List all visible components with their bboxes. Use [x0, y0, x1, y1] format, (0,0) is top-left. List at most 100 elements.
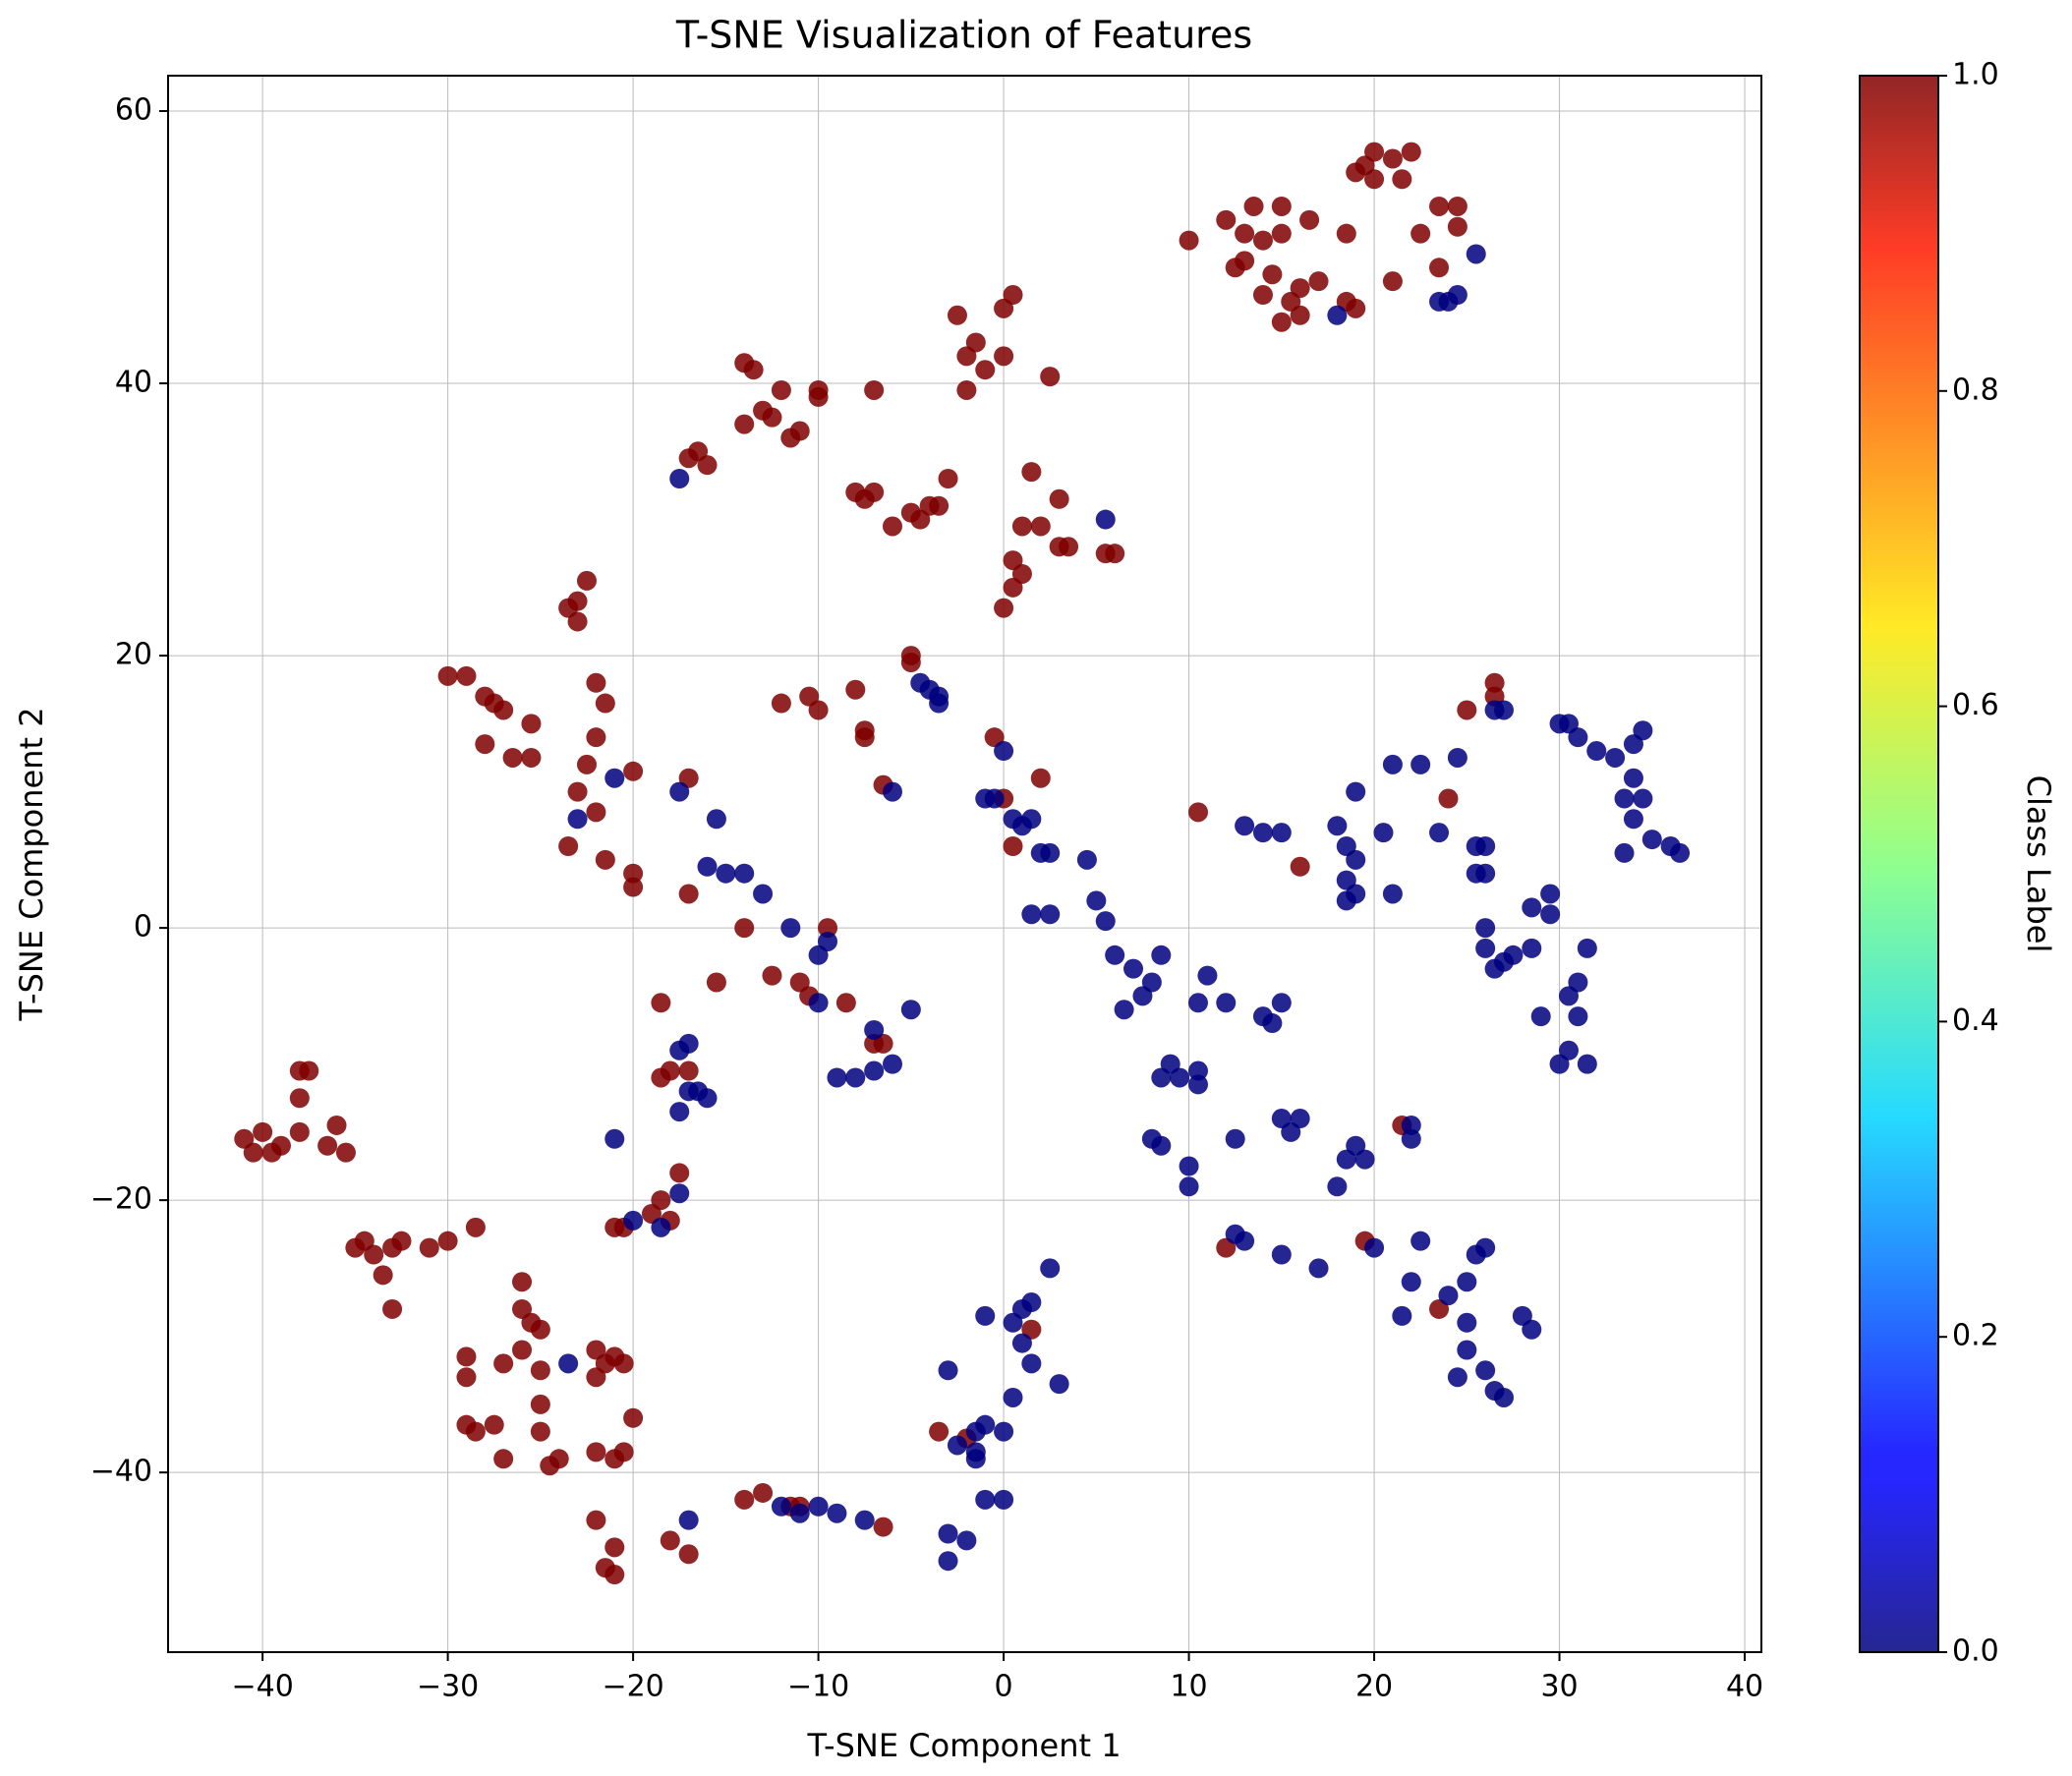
point	[864, 1019, 885, 1040]
point	[1410, 1231, 1431, 1251]
point	[864, 379, 885, 400]
point	[1401, 142, 1421, 162]
point	[900, 1000, 921, 1020]
point	[1623, 809, 1643, 830]
point	[512, 1340, 533, 1360]
point	[382, 1298, 403, 1319]
point	[1170, 1067, 1190, 1088]
point	[1401, 1272, 1421, 1292]
point	[1475, 938, 1496, 958]
x-tick-label: 10	[1170, 1670, 1207, 1704]
point	[1568, 1006, 1588, 1027]
x-tick-label: −30	[417, 1670, 479, 1704]
point	[1401, 1128, 1421, 1149]
point	[1235, 223, 1255, 244]
colorbar-tick-label: 0.2	[1952, 1319, 1999, 1353]
point	[595, 693, 615, 714]
point	[734, 414, 755, 434]
point	[1410, 754, 1431, 774]
point	[1105, 945, 1125, 965]
point	[1382, 884, 1403, 904]
point	[1401, 1115, 1421, 1135]
point	[1003, 285, 1023, 306]
point	[1447, 285, 1468, 306]
point	[1095, 911, 1116, 932]
point	[623, 1407, 644, 1428]
point	[465, 1217, 486, 1237]
point	[1290, 278, 1310, 299]
point	[669, 1163, 690, 1183]
point	[1373, 823, 1394, 843]
point	[938, 1551, 958, 1572]
point	[1429, 291, 1450, 312]
point	[1327, 305, 1348, 325]
point	[678, 448, 699, 469]
point	[1271, 993, 1292, 1013]
point	[1614, 842, 1635, 863]
point	[910, 509, 931, 530]
y-tick-label: 20	[115, 638, 152, 672]
points	[234, 142, 1691, 1585]
point	[530, 1319, 550, 1340]
point	[613, 1353, 634, 1374]
point	[1558, 1040, 1579, 1060]
point	[1429, 196, 1450, 216]
point	[326, 1115, 347, 1135]
point	[475, 734, 495, 755]
point	[521, 714, 542, 734]
x-axis-label: T-SNE Component 1	[806, 1727, 1121, 1764]
point	[456, 1367, 477, 1388]
point	[1336, 890, 1356, 911]
point	[1187, 1060, 1208, 1081]
point	[1447, 216, 1468, 237]
point	[1216, 209, 1237, 230]
point	[1030, 768, 1051, 788]
point	[994, 741, 1014, 762]
point	[1364, 1237, 1385, 1258]
point	[1586, 741, 1607, 762]
point	[1271, 823, 1292, 843]
point	[753, 884, 774, 904]
point	[1633, 788, 1653, 809]
point	[808, 1496, 829, 1517]
point	[660, 1530, 680, 1551]
point	[1308, 1258, 1329, 1279]
point	[1179, 230, 1199, 251]
point	[1530, 1006, 1551, 1027]
point	[743, 360, 764, 380]
point	[882, 781, 902, 802]
point	[604, 1128, 625, 1149]
point	[1086, 890, 1107, 911]
point	[1327, 1176, 1348, 1197]
point	[604, 1565, 625, 1585]
point	[1252, 823, 1273, 843]
point	[1447, 747, 1468, 768]
point	[1457, 700, 1477, 720]
point	[1540, 884, 1561, 904]
point	[604, 768, 625, 788]
point	[845, 1067, 866, 1088]
point	[1290, 305, 1310, 325]
point	[1076, 849, 1097, 870]
point	[1382, 271, 1403, 292]
colorbar-tick-label: 0.0	[1952, 1634, 1999, 1669]
point	[808, 945, 829, 965]
y-tick-label: 0	[134, 910, 152, 945]
point	[660, 1060, 680, 1081]
point	[1577, 1054, 1597, 1074]
point	[1614, 788, 1635, 809]
point	[1197, 965, 1218, 986]
point	[1354, 1149, 1375, 1170]
point	[938, 469, 958, 489]
point	[789, 1503, 810, 1523]
point	[1235, 251, 1255, 271]
point	[243, 1142, 263, 1163]
point	[947, 305, 967, 325]
point	[1187, 993, 1208, 1013]
point	[1151, 945, 1172, 965]
point	[1447, 196, 1468, 216]
point	[900, 652, 921, 672]
point	[1049, 1374, 1069, 1395]
point	[1522, 897, 1542, 918]
point	[1484, 672, 1505, 693]
